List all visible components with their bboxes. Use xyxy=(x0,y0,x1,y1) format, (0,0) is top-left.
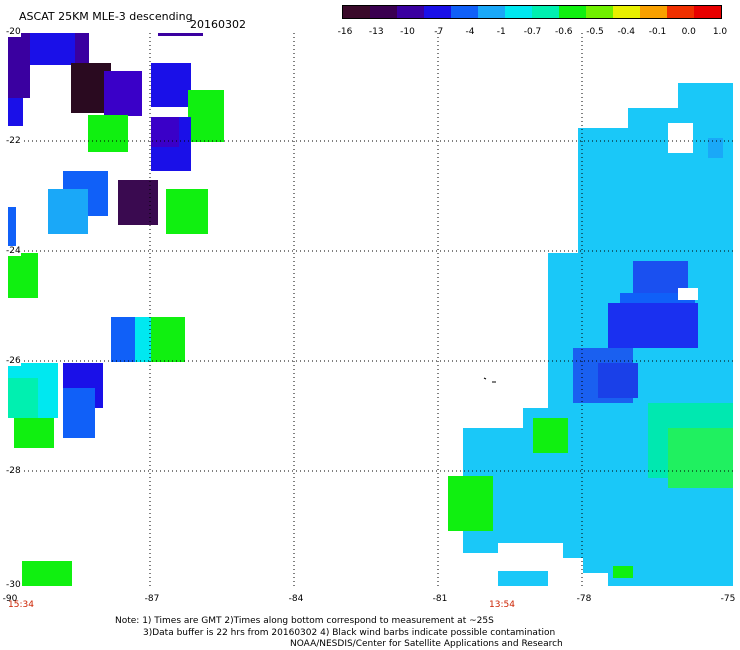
data-cell xyxy=(498,571,548,586)
data-cell xyxy=(151,317,185,362)
data-cell xyxy=(75,33,89,65)
map-plot-area xyxy=(8,33,733,586)
x-tick-label: -81 xyxy=(432,594,448,604)
data-cell xyxy=(668,428,733,488)
data-cell xyxy=(188,90,224,142)
color-scale-label: -16 xyxy=(337,27,353,37)
data-cell xyxy=(598,363,638,398)
data-cell xyxy=(104,71,142,116)
color-scale-label: -0.7 xyxy=(523,27,542,37)
data-swaths xyxy=(8,33,733,586)
color-scale-segment xyxy=(424,6,451,18)
color-scale-label: -13 xyxy=(368,27,384,37)
color-scale-segment xyxy=(667,6,694,18)
color-scale-label: -0.4 xyxy=(617,27,636,37)
color-scale-label: 0.0 xyxy=(681,27,696,37)
color-scale-label: 1.0 xyxy=(712,27,728,37)
data-cell xyxy=(613,566,633,578)
y-tick-label: -22 xyxy=(6,136,21,146)
data-cell xyxy=(151,63,191,107)
color-scale-segment xyxy=(532,6,559,18)
time-label-left: 15:34 xyxy=(8,600,34,610)
data-cell xyxy=(135,317,155,362)
color-scale-label: -1 xyxy=(496,27,506,37)
color-scale-label: -0.1 xyxy=(648,27,667,37)
y-tick-label: -26 xyxy=(6,356,21,366)
map-title: ASCAT 25KM MLE-3 descending xyxy=(19,10,193,23)
color-scale-label: -4 xyxy=(465,27,475,37)
color-scale-segment xyxy=(559,6,586,18)
y-tick-label: -24 xyxy=(6,246,21,256)
data-cell xyxy=(158,33,203,36)
x-tick-label: -87 xyxy=(144,594,160,604)
color-scale-segment xyxy=(397,6,424,18)
data-cell xyxy=(448,476,493,531)
wind-barbs xyxy=(483,377,496,383)
data-cell xyxy=(88,115,128,152)
grid-lines xyxy=(8,33,733,586)
x-tick-label: -84 xyxy=(288,594,304,604)
data-cell xyxy=(8,253,38,298)
data-gap xyxy=(678,288,698,300)
y-tick-label: -28 xyxy=(6,466,21,476)
data-cell xyxy=(8,378,38,418)
data-cell xyxy=(63,388,95,438)
color-scale-segment xyxy=(478,6,505,18)
x-tick-label: -75 xyxy=(720,594,736,604)
data-cell xyxy=(708,138,723,158)
y-tick-label: -30 xyxy=(6,580,21,590)
y-tick-label: -20 xyxy=(6,27,21,37)
data-cell xyxy=(118,180,158,225)
note-line-1: Note: 1) Times are GMT 2)Times along bot… xyxy=(115,616,494,626)
color-scale-segment xyxy=(640,6,667,18)
color-scale-label: -0.6 xyxy=(554,27,573,37)
x-tick-label: -78 xyxy=(576,594,592,604)
data-cell xyxy=(151,117,179,147)
color-scale-segment xyxy=(586,6,613,18)
color-scale-label: -0.5 xyxy=(586,27,604,37)
color-scale-label: -7 xyxy=(434,27,444,37)
data-cell xyxy=(14,418,54,448)
data-cell xyxy=(533,418,568,453)
data-cell xyxy=(22,561,72,586)
note-line-2: 3)Data buffer is 22 hrs from 20160302 4)… xyxy=(143,628,556,638)
time-label-middle: 13:54 xyxy=(489,600,515,610)
color-scale-bar xyxy=(342,5,722,19)
data-gap xyxy=(668,123,693,153)
x-tick-label: -90 xyxy=(2,594,18,604)
note-line-3: NOAA/NESDIS/Center for Satellite Applica… xyxy=(290,639,563,649)
data-cell xyxy=(8,98,23,126)
color-scale-segment xyxy=(370,6,397,18)
color-scale-segment xyxy=(343,6,370,18)
data-cell xyxy=(8,207,16,252)
data-cell xyxy=(8,33,30,98)
data-cell xyxy=(608,303,698,348)
color-scale-segment xyxy=(505,6,532,18)
data-cell xyxy=(633,261,688,293)
data-cell xyxy=(30,33,75,65)
data-cell xyxy=(166,189,208,234)
data-cell xyxy=(48,189,88,234)
color-scale-segment xyxy=(451,6,478,18)
color-scale-segment xyxy=(613,6,640,18)
color-scale-segment xyxy=(694,6,721,18)
map-date: 20160302 xyxy=(190,18,246,31)
color-scale-label: -10 xyxy=(400,27,415,37)
